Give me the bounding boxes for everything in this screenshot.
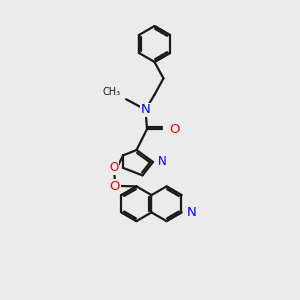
Text: O: O bbox=[169, 123, 179, 136]
Text: N: N bbox=[186, 206, 196, 219]
Text: N: N bbox=[141, 103, 150, 116]
Text: N: N bbox=[158, 155, 167, 168]
Text: O: O bbox=[109, 161, 118, 174]
Text: CH₃: CH₃ bbox=[103, 87, 121, 98]
Text: O: O bbox=[110, 180, 120, 193]
